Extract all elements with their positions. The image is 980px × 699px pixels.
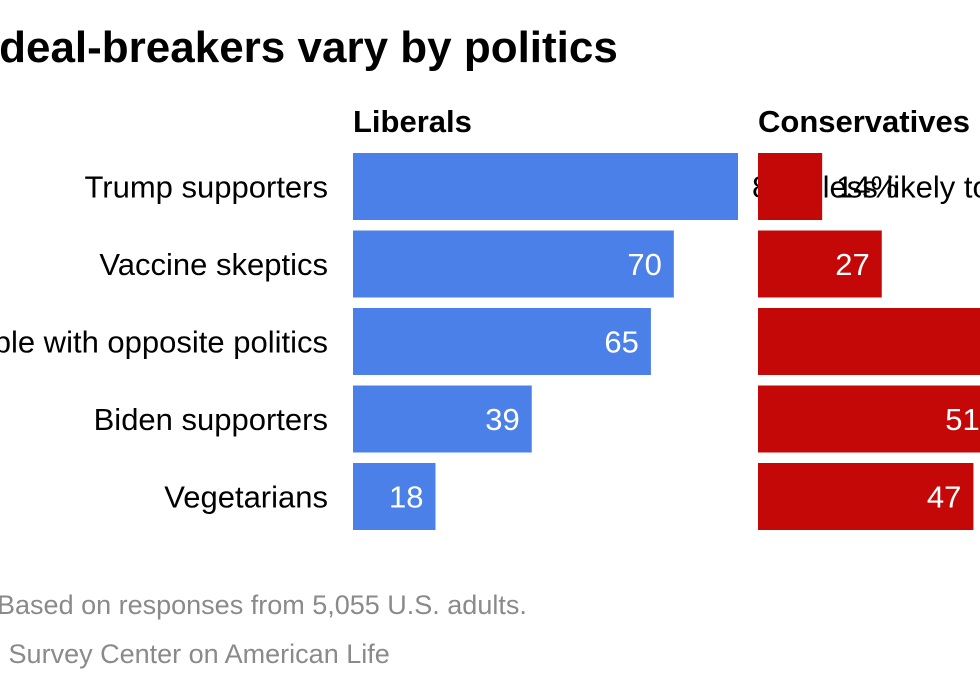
column-header-liberals: Liberals [353, 104, 472, 139]
data-label-liberals: 18 [389, 480, 423, 515]
footnote-note: Note: Based on responses from 5,055 U.S.… [0, 590, 527, 620]
data-label-conservatives: 27 [835, 247, 869, 282]
data-label-liberals: 65 [604, 325, 638, 360]
bar-liberals [353, 385, 532, 453]
bar-liberals [353, 463, 436, 530]
bar-conservatives [758, 153, 823, 220]
bar-conservatives [758, 463, 974, 530]
bar-liberals [353, 153, 738, 220]
bar-conservatives [758, 385, 980, 453]
bars-conservatives: 14%27605147 [758, 153, 980, 530]
row-label: Vegetarians [164, 480, 328, 515]
row-labels: Trump supporters Vaccine skeptics People w… [0, 170, 328, 515]
bars-liberals: 84% less likely to date70653918 [353, 153, 980, 530]
bar-conservatives [758, 308, 980, 375]
data-label-conservatives: 51 [945, 402, 979, 437]
row-label: People with opposite politics [0, 325, 328, 360]
data-label-conservatives: 14% [836, 170, 898, 205]
data-label-conservatives: 47 [927, 480, 961, 515]
bar-conservatives [758, 230, 882, 298]
row-label: Biden supporters [94, 402, 328, 437]
row-label: Trump supporters [85, 170, 329, 205]
data-label-liberals: 70 [627, 247, 661, 282]
row-label: Vaccine skeptics [99, 247, 328, 282]
column-header-conservatives: Conservatives [758, 104, 970, 139]
chart-title: Dating deal-breakers vary by politics [0, 23, 618, 72]
bar-liberals [353, 308, 651, 375]
data-label-liberals: 39 [485, 402, 519, 437]
bar-liberals [353, 230, 674, 298]
footnote-source: Source: Survey Center on American Life [0, 639, 390, 669]
